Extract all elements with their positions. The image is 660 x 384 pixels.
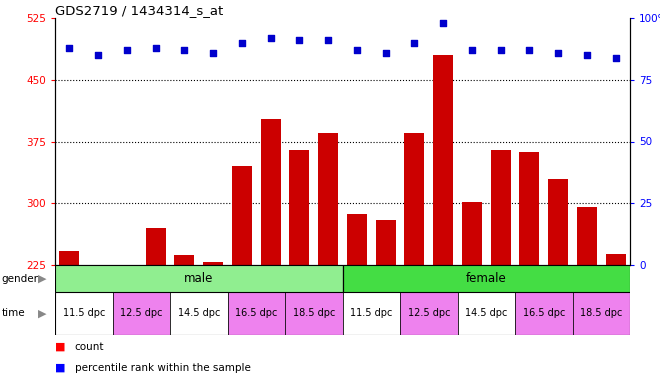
Text: ▶: ▶ [38, 308, 47, 318]
Bar [462, 202, 482, 265]
Bar [232, 166, 252, 265]
Text: 16.5 dpc: 16.5 dpc [235, 308, 277, 318]
Text: 11.5 dpc: 11.5 dpc [350, 308, 393, 318]
Text: GDS2719 / 1434314_s_at: GDS2719 / 1434314_s_at [55, 4, 223, 17]
Bar [55, 265, 343, 292]
Bar [577, 207, 597, 265]
Point [93, 52, 104, 58]
Bar [457, 292, 515, 335]
Bar [174, 255, 195, 265]
Bar [343, 265, 630, 292]
Text: female: female [466, 272, 507, 285]
Text: time: time [1, 308, 25, 318]
Point [524, 47, 535, 53]
Text: 18.5 dpc: 18.5 dpc [580, 308, 622, 318]
Text: 11.5 dpc: 11.5 dpc [63, 308, 105, 318]
Point [323, 37, 333, 43]
Point [380, 50, 391, 56]
Text: ▶: ▶ [38, 273, 47, 283]
Bar [112, 292, 170, 335]
Bar [490, 150, 511, 265]
Bar [59, 251, 79, 265]
Point [409, 40, 420, 46]
Bar [343, 292, 400, 335]
Point [208, 50, 218, 56]
Text: ■: ■ [55, 341, 65, 351]
Text: 14.5 dpc: 14.5 dpc [178, 308, 220, 318]
Bar [572, 292, 630, 335]
Point [553, 50, 564, 56]
Point [236, 40, 247, 46]
Point [64, 45, 75, 51]
Bar [228, 292, 285, 335]
Point [496, 47, 506, 53]
Point [467, 47, 477, 53]
Text: ■: ■ [55, 362, 65, 372]
Text: male: male [184, 272, 213, 285]
Bar [515, 292, 572, 335]
Bar [55, 292, 112, 335]
Text: count: count [75, 341, 104, 351]
Text: gender: gender [1, 273, 38, 283]
Point [121, 47, 132, 53]
Bar [146, 228, 166, 265]
Bar [548, 179, 568, 265]
Point [581, 52, 592, 58]
Text: percentile rank within the sample: percentile rank within the sample [75, 362, 251, 372]
Bar [376, 220, 396, 265]
Bar [285, 292, 343, 335]
Point [610, 55, 621, 61]
Bar [289, 150, 310, 265]
Point [438, 20, 448, 26]
Bar [261, 119, 280, 265]
Bar [117, 265, 137, 268]
Point [150, 45, 161, 51]
Bar [346, 214, 367, 265]
Text: 12.5 dpc: 12.5 dpc [407, 308, 450, 318]
Point [179, 47, 189, 53]
Bar [318, 133, 338, 265]
Point [294, 37, 305, 43]
Text: 14.5 dpc: 14.5 dpc [465, 308, 508, 318]
Bar [400, 292, 457, 335]
Bar [405, 133, 424, 265]
Bar [433, 55, 453, 265]
Bar [88, 265, 108, 269]
Bar [519, 152, 539, 265]
Text: 16.5 dpc: 16.5 dpc [523, 308, 565, 318]
Point [352, 47, 362, 53]
Bar [170, 292, 228, 335]
Text: 12.5 dpc: 12.5 dpc [120, 308, 162, 318]
Bar [203, 262, 223, 265]
Text: 18.5 dpc: 18.5 dpc [292, 308, 335, 318]
Point [265, 35, 276, 41]
Bar [606, 254, 626, 265]
